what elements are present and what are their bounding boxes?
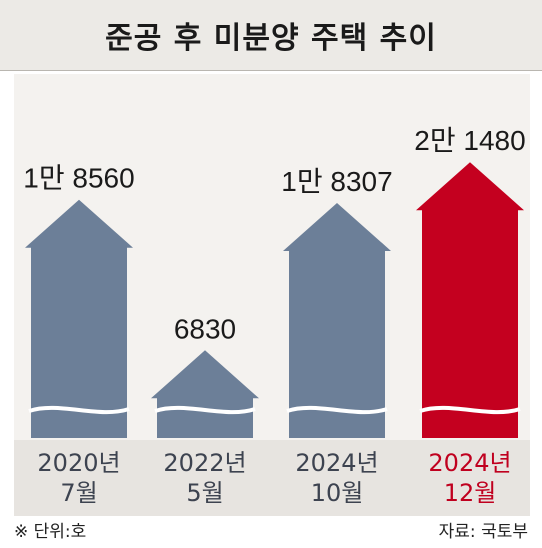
source-note: 자료: 국토부 <box>438 522 528 542</box>
value-label-2024-12: 2만 1480 <box>414 125 525 156</box>
axis-break-mark-2020-07 <box>28 405 130 415</box>
arrow-bar-2022-05 <box>151 350 259 438</box>
value-label-2022-05: 6830 <box>174 313 236 344</box>
category-label-2022-05: 2022년 5월 <box>163 449 247 507</box>
axis-break-mark-2024-12 <box>419 405 521 415</box>
value-label-2020-07: 1만 8560 <box>23 163 134 194</box>
chart-title: 준공 후 미분양 주택 추이 <box>105 21 437 56</box>
arrow-bar-2020-07 <box>25 199 133 438</box>
title-band: 준공 후 미분양 주택 추이 <box>0 0 542 71</box>
arrow-bar-2024-10 <box>283 202 391 438</box>
category-label-2024-10: 2024년 10월 <box>295 449 379 507</box>
category-label-2024-12: 2024년 12월 <box>428 449 512 507</box>
category-label-2020-07: 2020년 7월 <box>37 449 121 507</box>
arrow-bar-2024-12 <box>416 162 524 439</box>
value-label-2024-10: 1만 8307 <box>281 166 392 197</box>
unit-note: ※ 단위:호 <box>14 522 87 542</box>
axis-break-mark-2024-10 <box>286 405 388 415</box>
category-band <box>14 440 530 516</box>
axis-break-mark-2022-05 <box>154 405 256 415</box>
